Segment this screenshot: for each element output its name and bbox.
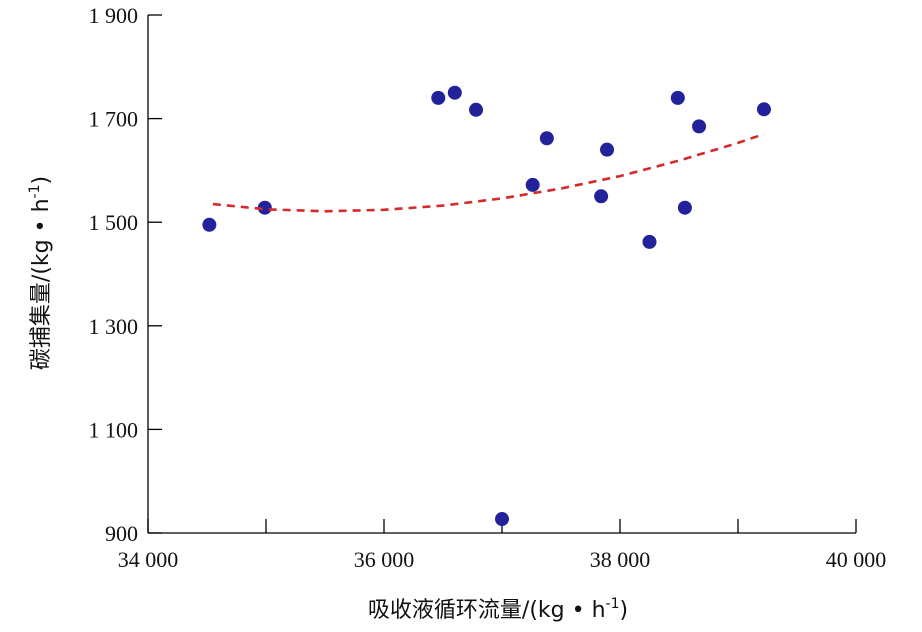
data-point [677, 200, 692, 215]
data-point [525, 177, 540, 192]
x-tick-label: 34 000 [118, 547, 179, 572]
y-axis-title-superscript: -1 [27, 185, 43, 199]
trend-line [212, 132, 765, 213]
x-tick-label: 38 000 [590, 547, 651, 572]
x-axis-title-end: ) [619, 598, 628, 623]
x-axis-title-superscript: -1 [606, 596, 620, 612]
x-tick-label: 40 000 [826, 547, 887, 572]
trend-line-group [212, 132, 765, 213]
data-point [431, 90, 446, 105]
data-point [756, 102, 771, 117]
data-point [594, 189, 609, 204]
axes [147, 15, 856, 534]
data-point [495, 512, 509, 527]
y-tick-label: 900 [105, 521, 138, 546]
data-point [447, 85, 462, 100]
x-tick-label: 36 000 [354, 547, 415, 572]
y-axis-title: 碳捕集量/(kg • h-1) [27, 176, 54, 370]
data-points [202, 85, 771, 527]
data-point [692, 119, 707, 134]
data-point [202, 217, 217, 232]
ticks: 34 000 36 000 38 000 40 000 900 1 100 1 300 1 5… [89, 3, 887, 572]
y-axis-title-end: ) [29, 176, 54, 185]
data-point [600, 142, 615, 157]
y-tick-label: 1 900 [89, 3, 139, 28]
data-point [257, 200, 272, 215]
y-tick-label: 1 300 [89, 314, 139, 339]
y-tick-label: 1 500 [89, 210, 139, 235]
data-point [670, 90, 685, 105]
data-point [469, 102, 484, 117]
y-tick-label: 1 700 [89, 107, 139, 132]
y-tick-label: 1 100 [89, 417, 139, 442]
y-axis-title-main: 碳捕集量/(kg • h [29, 198, 54, 370]
data-point [539, 131, 554, 146]
x-axis-title-main: 吸收液循环流量/(kg • h [368, 598, 606, 623]
x-axis-title: 吸收液循环流量/(kg • h-1) [368, 596, 628, 623]
data-point [642, 234, 657, 249]
